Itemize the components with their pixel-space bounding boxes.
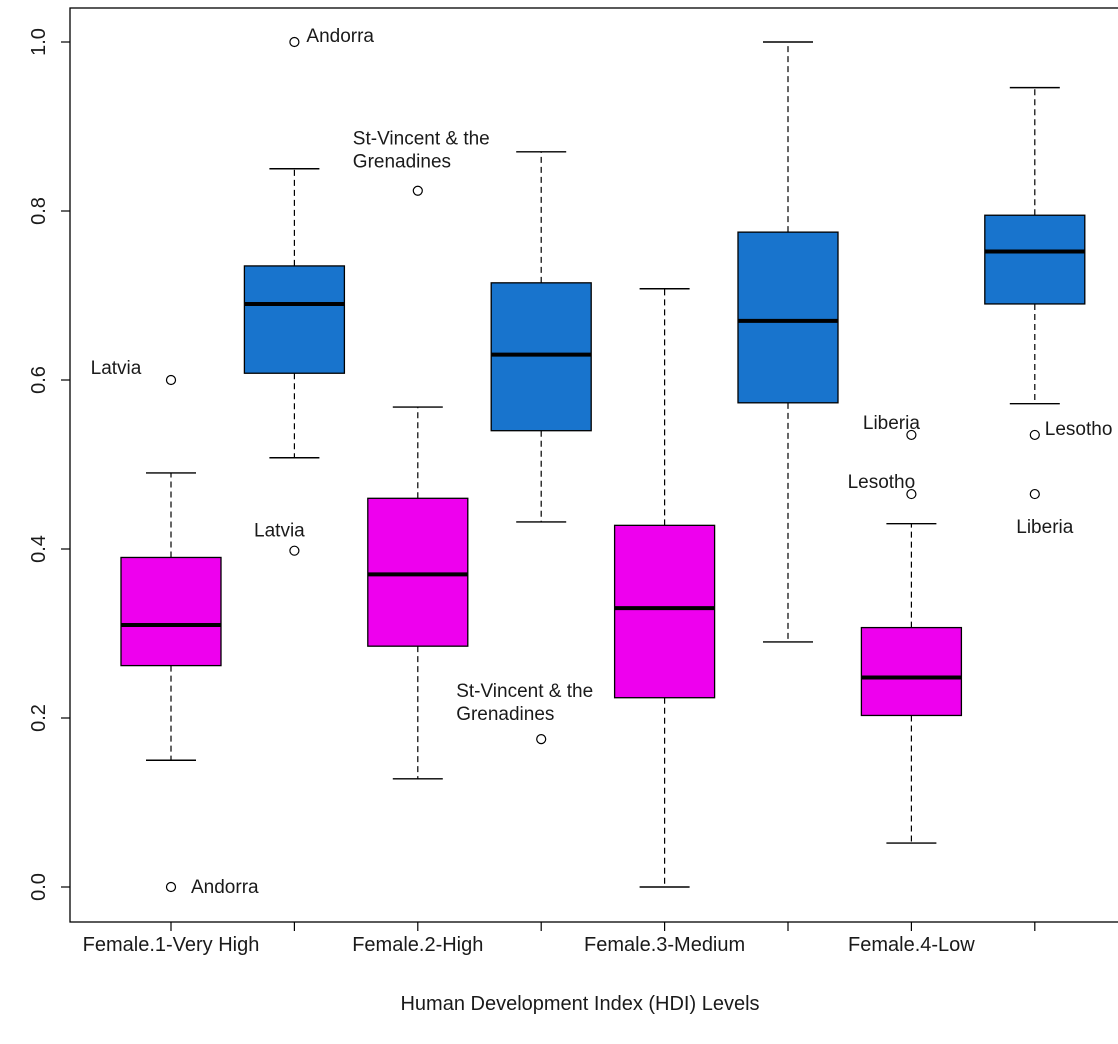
box-female-7: Liberia Lesotho: [848, 413, 963, 844]
x-tick-label: Female.4-Low: [848, 934, 975, 956]
box-female-5: [613, 288, 716, 888]
outlier-label: St-Vincent & the Grenadines: [456, 681, 593, 725]
iqr-box: [367, 497, 469, 647]
outlier-point: [165, 881, 177, 893]
y-tick-label: 0.0: [28, 873, 50, 901]
outlier-point: [906, 429, 917, 441]
outlier-point: [289, 36, 300, 48]
x-axis-title: Human Development Index (HDI) Levels: [400, 993, 759, 1015]
iqr-box: [490, 282, 592, 432]
outlier-point: [536, 734, 547, 745]
y-tick-label: 1.0: [28, 28, 50, 56]
outlier-label: Liberia: [863, 413, 920, 434]
outlier-point: [1029, 488, 1040, 500]
x-tick-label: Female.3-Medium: [584, 934, 745, 956]
box-male-6: [737, 41, 839, 643]
x-axis: Female.1-Very High Female.2-High Female.3-…: [83, 922, 1036, 956]
outlier-point: [412, 185, 423, 196]
iqr-box: [120, 556, 222, 667]
iqr-box: [613, 524, 716, 699]
outlier-label: Andorra: [306, 26, 374, 47]
y-axis: 0.0 0.2 0.4 0.6 0.8 1.0: [28, 28, 70, 901]
iqr-box: [243, 265, 346, 374]
outlier-label: Liberia: [1016, 517, 1073, 538]
plot-frame: [69, 7, 1118, 923]
box-female-1: Latvia Andorra: [91, 358, 259, 898]
outlier-label: Latvia: [254, 521, 305, 542]
outlier-point: [1029, 429, 1040, 441]
x-tick-label: Female.2-High: [352, 934, 483, 956]
y-tick-label: 0.2: [28, 704, 50, 732]
outlier-label: St-Vincent & the Grenadines: [353, 129, 490, 173]
outlier-label: Lesotho: [1045, 419, 1113, 440]
box-female-3: St-Vincent & the Grenadines: [353, 129, 490, 780]
iqr-box: [860, 626, 963, 717]
box-male-4: St-Vincent & the Grenadines: [456, 151, 593, 745]
outlier-label: Latvia: [91, 358, 142, 379]
outlier-label: Lesotho: [848, 472, 916, 493]
y-tick-label: 0.8: [28, 197, 50, 225]
outlier-point: [165, 374, 177, 386]
x-tick-label: Female.1-Very High: [83, 934, 260, 956]
outlier-point: [289, 545, 300, 556]
iqr-box: [984, 214, 1086, 305]
y-tick-label: 0.6: [28, 366, 50, 394]
box-male-2: Andorra Latvia: [243, 26, 374, 556]
iqr-box: [737, 231, 839, 404]
outlier-point: [906, 488, 917, 500]
box-male-8: Lesotho Liberia: [984, 86, 1113, 538]
outlier-label: Andorra: [191, 877, 259, 898]
y-tick-label: 0.4: [28, 535, 50, 563]
plot-area: Latvia Andorra Andorra Latvia St-Vincent & t…: [69, 7, 1118, 923]
